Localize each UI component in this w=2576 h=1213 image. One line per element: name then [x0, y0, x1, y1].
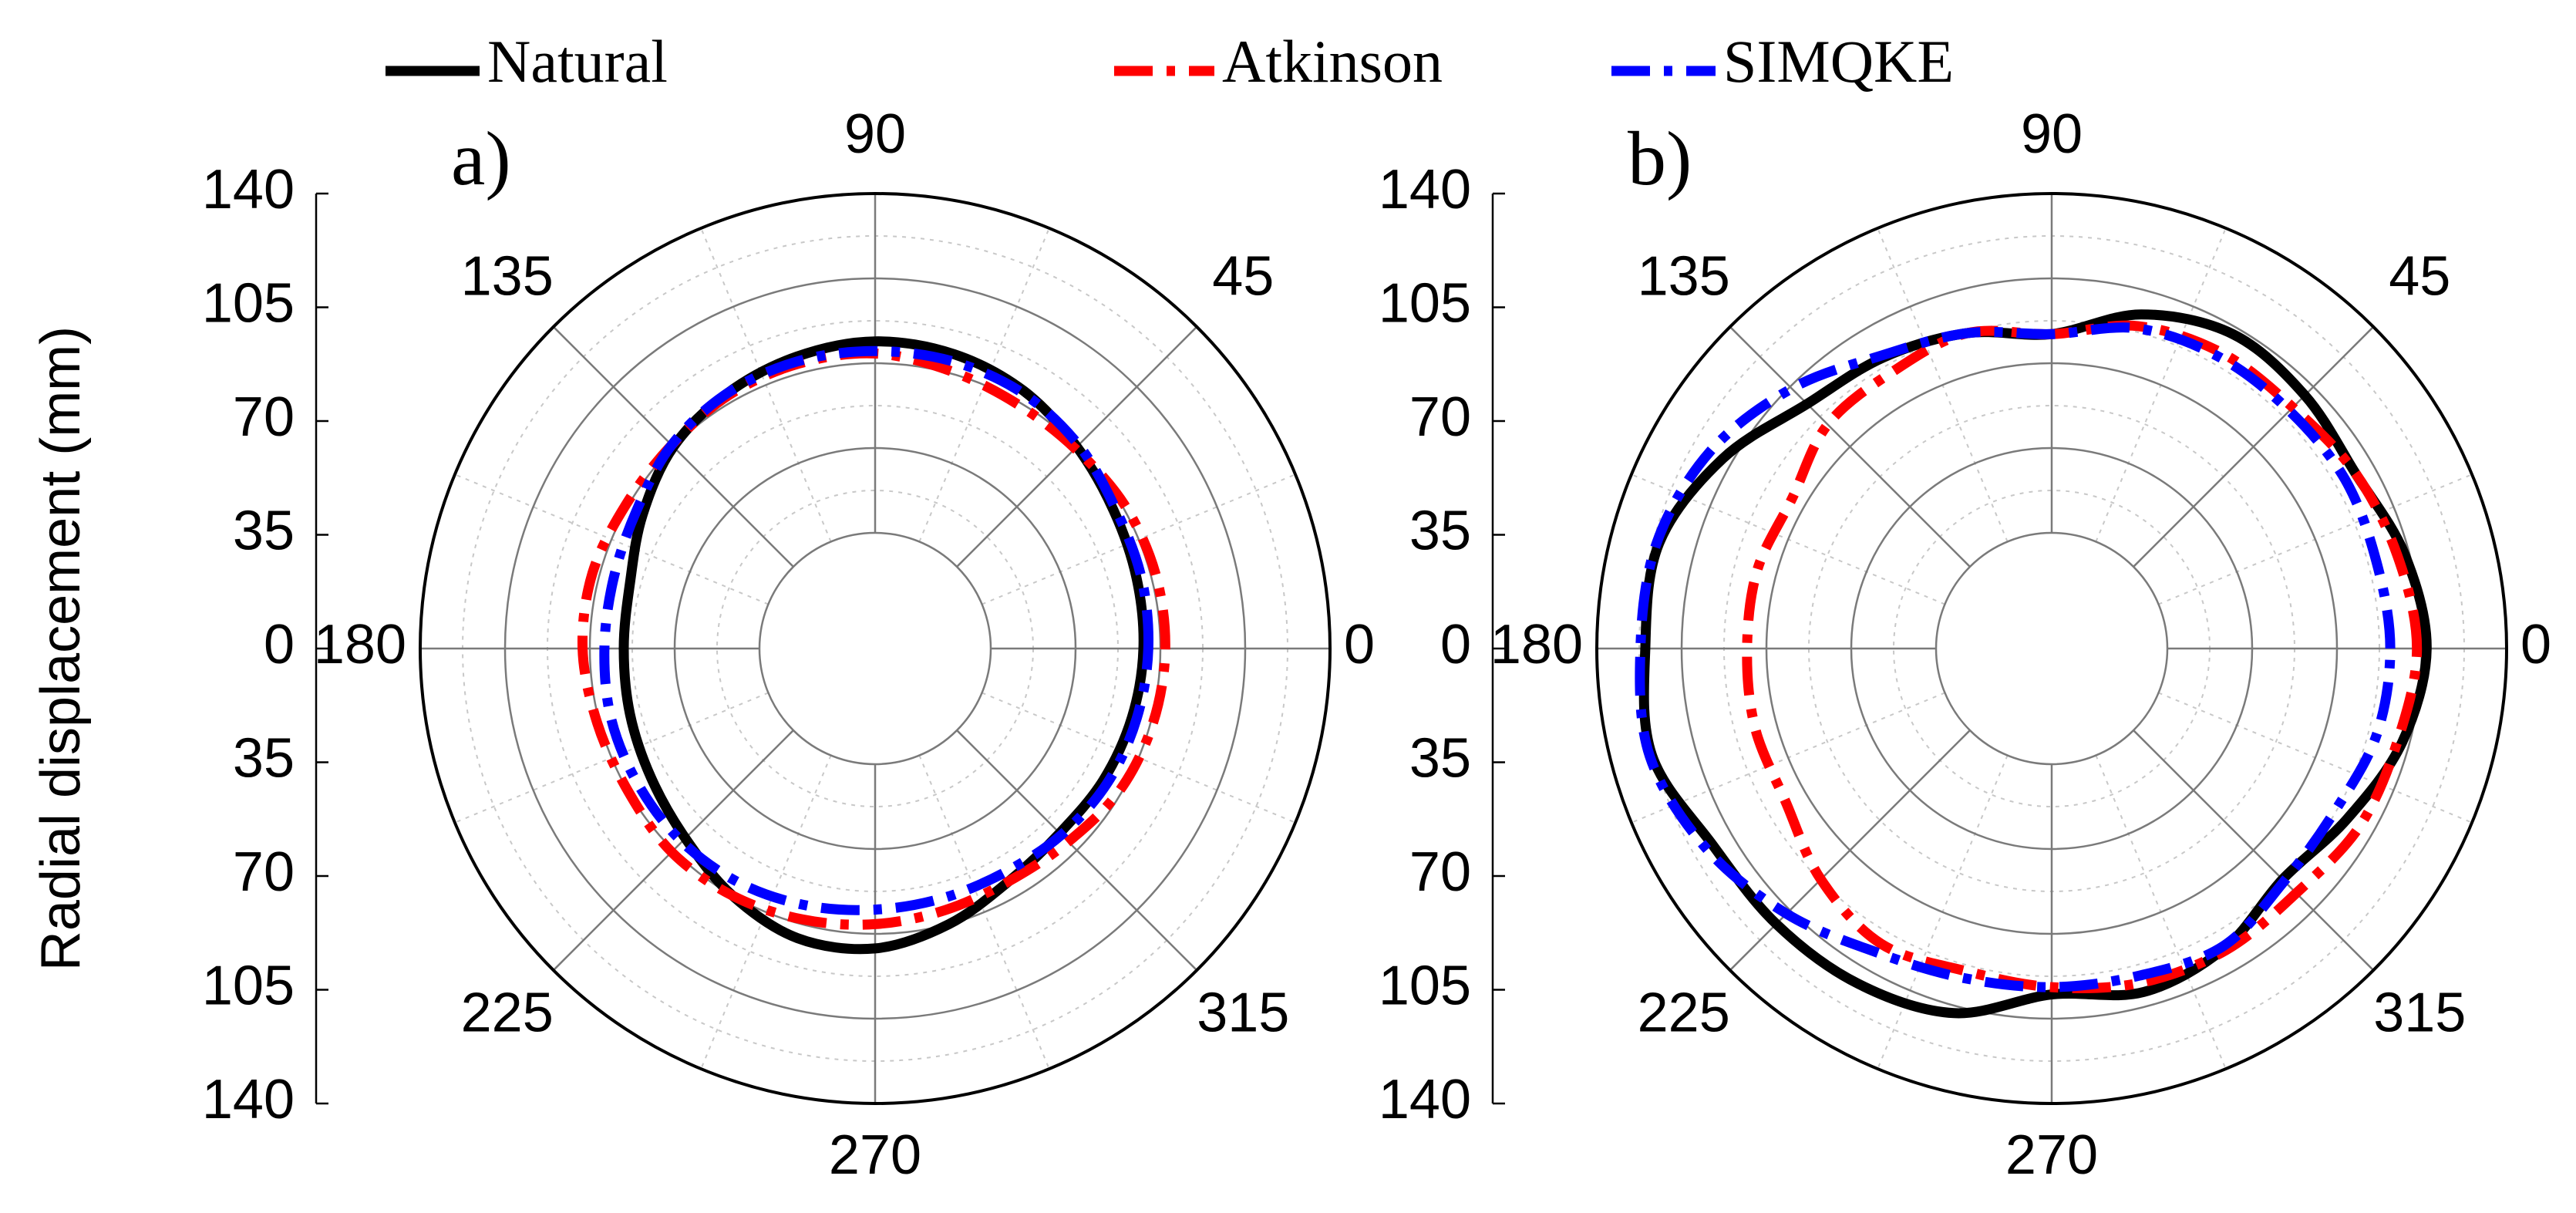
- radial-tick-label: 140: [1379, 1069, 1471, 1130]
- legend-label-natural: Natural: [487, 28, 668, 95]
- angle-label-315: 315: [1197, 982, 1289, 1043]
- radial-tick-label: 35: [233, 728, 295, 790]
- radial-tick-label: 0: [1440, 614, 1471, 676]
- radial-tick-label: 70: [233, 841, 295, 903]
- angle-label-0: 0: [1344, 614, 1375, 676]
- angle-label-90: 90: [844, 103, 906, 165]
- panel-label-a: a): [451, 116, 511, 201]
- radial-tick-label: 105: [202, 955, 295, 1017]
- polar-panel-a: [419, 192, 1332, 1105]
- radial-tick-label: 70: [1409, 386, 1471, 448]
- zero-ring: [758, 531, 992, 766]
- zero-ring: [1935, 531, 2169, 766]
- angle-label-270: 270: [2005, 1124, 2098, 1186]
- series-simqke-curve: [1635, 322, 2396, 992]
- radial-tick-label: 35: [1409, 728, 1471, 790]
- radial-tick-label: 105: [1379, 955, 1471, 1017]
- radial-tick-label: 140: [202, 159, 295, 221]
- radial-tick-label: 105: [202, 273, 295, 335]
- major-spoke: [2133, 325, 2375, 568]
- radial-tick-label: 70: [1409, 841, 1471, 903]
- angle-label-90: 90: [2021, 103, 2083, 165]
- legend-label-simqke: SIMQKE: [1723, 28, 1954, 95]
- major-spoke: [2133, 729, 2375, 972]
- angle-label-270: 270: [829, 1124, 921, 1186]
- angle-label-180: 180: [1490, 614, 1583, 676]
- angle-label-180: 180: [314, 614, 406, 676]
- outer-ring: [419, 192, 1332, 1105]
- radial-tick-label: 0: [264, 614, 295, 676]
- radial-tick-label: 70: [233, 386, 295, 448]
- angle-label-0: 0: [2520, 614, 2551, 676]
- angle-label-135: 135: [461, 246, 554, 308]
- panel-label-b: b): [1628, 116, 1692, 201]
- major-spoke: [1729, 325, 1971, 568]
- y-axis-label: Radial displacement (mm): [30, 326, 92, 971]
- legend-item-simqke: SIMQKE: [1611, 28, 1954, 95]
- angle-label-45: 45: [2389, 246, 2450, 308]
- major-spoke: [956, 729, 1198, 972]
- radial-tick-label: 35: [1409, 500, 1471, 562]
- major-spoke: [1729, 729, 1971, 972]
- angle-label-135: 135: [1638, 246, 1730, 308]
- legend-item-atkinson: Atkinson: [1114, 28, 1443, 95]
- radial-tick-label: 140: [202, 1069, 295, 1130]
- angle-label-225: 225: [1638, 982, 1730, 1043]
- outer-ring: [1595, 192, 2508, 1105]
- angle-label-225: 225: [461, 982, 554, 1043]
- polar-panel-b: [1595, 192, 2508, 1105]
- series-atkinson-curve: [1742, 320, 2423, 994]
- legend-label-atkinson: Atkinson: [1222, 28, 1443, 95]
- radial-tick-label: 140: [1379, 159, 1471, 221]
- angle-label-45: 45: [1212, 246, 1274, 308]
- radial-tick-label: 35: [233, 500, 295, 562]
- legend-item-natural: Natural: [386, 28, 668, 95]
- series-atkinson-curve: [577, 348, 1170, 930]
- angle-label-315: 315: [2373, 982, 2466, 1043]
- radial-tick-label: 105: [1379, 273, 1471, 335]
